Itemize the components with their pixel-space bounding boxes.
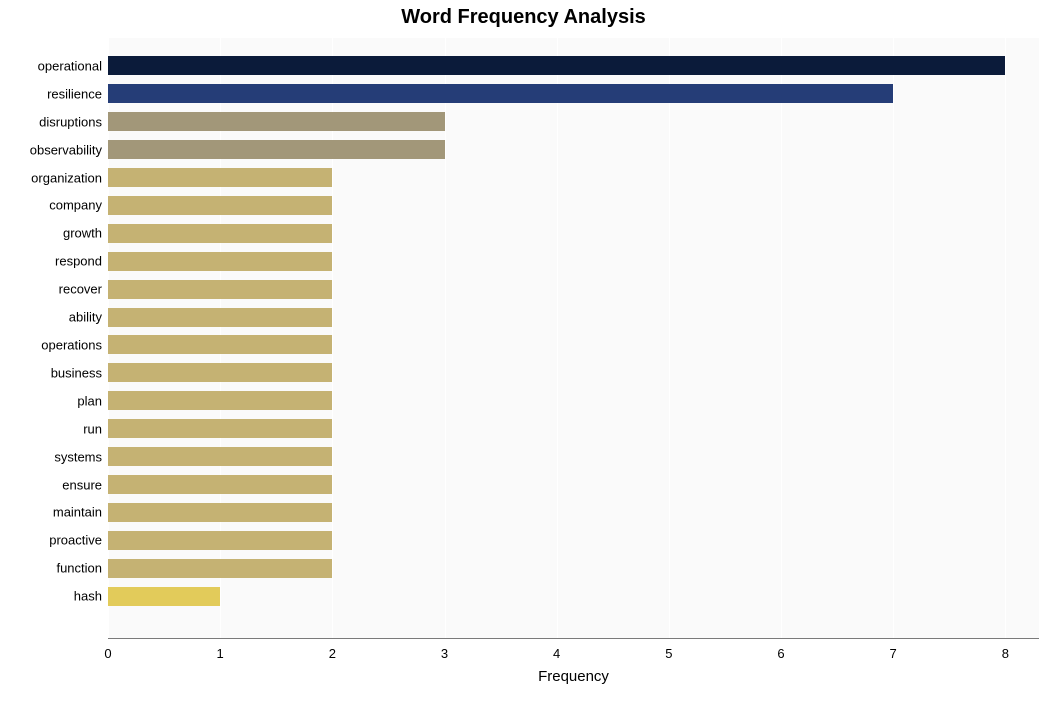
- bar: [108, 252, 332, 271]
- bar: [108, 280, 332, 299]
- bar: [108, 391, 332, 410]
- y-category-label: organization: [31, 170, 102, 185]
- x-axis-line: [108, 638, 1039, 639]
- bar: [108, 308, 332, 327]
- y-category-label: hash: [74, 589, 102, 604]
- y-category-label: disruptions: [39, 114, 102, 129]
- y-category-label: run: [83, 421, 102, 436]
- word-frequency-chart: Word Frequency Analysis Frequency 0 1 2 3 4 5…: [0, 0, 1047, 701]
- y-category-label: company: [49, 198, 102, 213]
- y-category-label: operational: [38, 58, 102, 73]
- y-category-label: systems: [54, 449, 102, 464]
- bar: [108, 196, 332, 215]
- bar: [108, 447, 332, 466]
- x-tick: 4: [553, 646, 560, 661]
- x-tick: 8: [1002, 646, 1009, 661]
- bar: [108, 419, 332, 438]
- bar: [108, 84, 893, 103]
- bar: [108, 168, 332, 187]
- x-tick: 0: [104, 646, 111, 661]
- bar: [108, 363, 332, 382]
- gridline: [1005, 38, 1006, 638]
- x-tick: 2: [329, 646, 336, 661]
- y-category-label: function: [56, 561, 102, 576]
- y-category-label: business: [51, 365, 102, 380]
- bar: [108, 587, 220, 606]
- bar: [108, 559, 332, 578]
- gridline: [669, 38, 670, 638]
- y-category-label: ensure: [62, 477, 102, 492]
- y-category-label: ability: [69, 310, 102, 325]
- y-category-label: operations: [41, 337, 102, 352]
- x-tick: 7: [890, 646, 897, 661]
- y-category-label: recover: [59, 282, 102, 297]
- y-category-label: resilience: [47, 86, 102, 101]
- y-category-label: maintain: [53, 505, 102, 520]
- bar: [108, 475, 332, 494]
- bar: [108, 56, 1005, 75]
- x-axis-label: Frequency: [108, 668, 1039, 685]
- bar: [108, 224, 332, 243]
- x-tick: 1: [217, 646, 224, 661]
- y-category-label: plan: [77, 393, 102, 408]
- x-tick: 5: [665, 646, 672, 661]
- chart-title: Word Frequency Analysis: [0, 6, 1047, 29]
- gridline: [557, 38, 558, 638]
- gridline: [893, 38, 894, 638]
- bar: [108, 140, 445, 159]
- y-category-label: respond: [55, 254, 102, 269]
- y-category-label: growth: [63, 226, 102, 241]
- y-category-label: proactive: [49, 533, 102, 548]
- bar: [108, 335, 332, 354]
- bar: [108, 531, 332, 550]
- gridline: [445, 38, 446, 638]
- x-tick: 6: [777, 646, 784, 661]
- y-category-label: observability: [30, 142, 102, 157]
- gridline: [781, 38, 782, 638]
- bar: [108, 503, 332, 522]
- bar: [108, 112, 445, 131]
- plot-area: [108, 38, 1039, 638]
- x-tick: 3: [441, 646, 448, 661]
